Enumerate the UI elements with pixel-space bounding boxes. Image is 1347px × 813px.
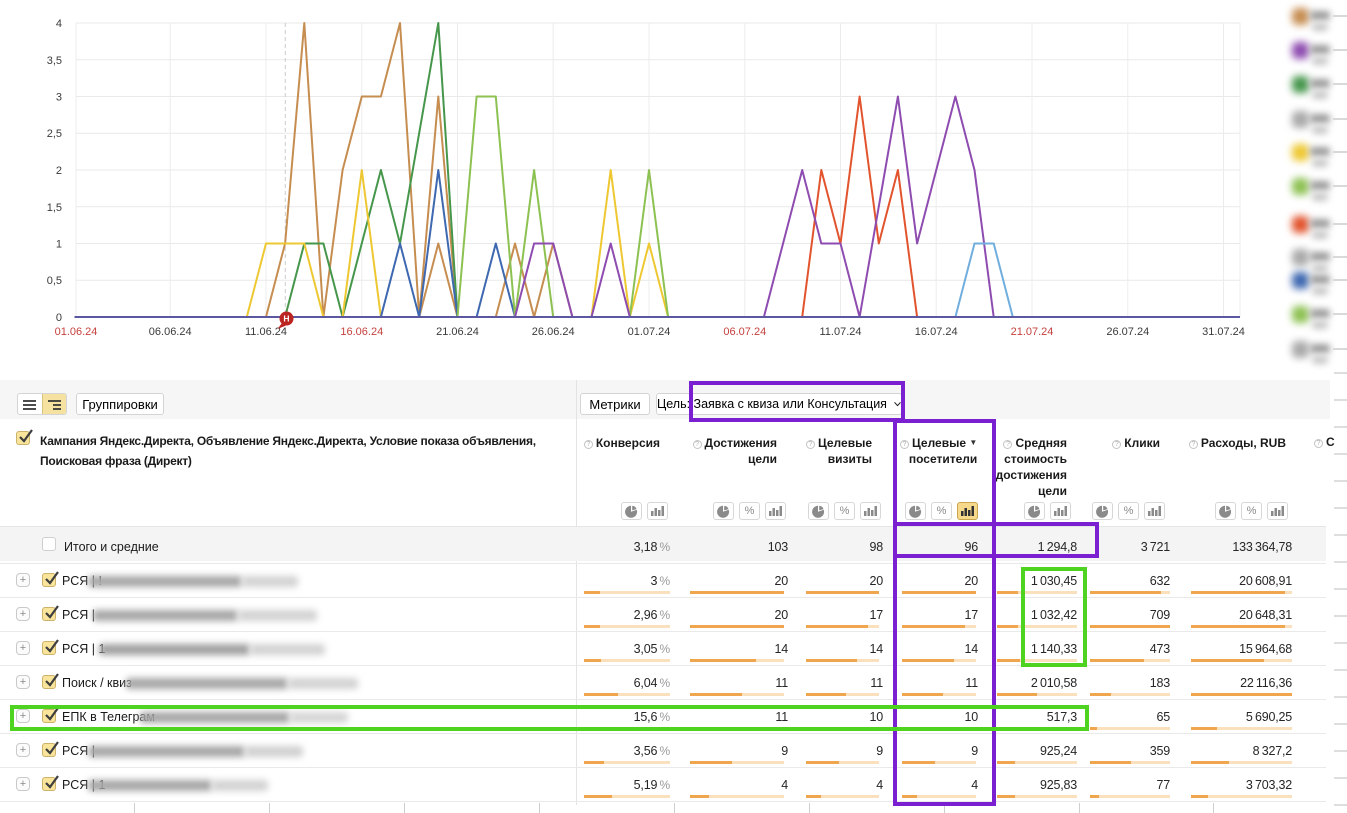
svg-text:31.07.24: 31.07.24 (1202, 326, 1245, 338)
svg-text:06.06.24: 06.06.24 (149, 326, 192, 338)
svg-text:26.07.24: 26.07.24 (1106, 326, 1149, 338)
svg-text:21.07.24: 21.07.24 (1011, 326, 1054, 338)
svg-text:11.06.24: 11.06.24 (245, 326, 287, 338)
svg-text:21.06.24: 21.06.24 (436, 326, 479, 338)
svg-text:2,5: 2,5 (47, 128, 62, 140)
svg-text:3: 3 (56, 92, 62, 104)
svg-text:0,5: 0,5 (47, 275, 62, 287)
svg-text:16.07.24: 16.07.24 (915, 326, 958, 338)
svg-text:26.06.24: 26.06.24 (532, 326, 575, 338)
svg-text:06.07.24: 06.07.24 (723, 326, 766, 338)
svg-text:3,5: 3,5 (47, 55, 62, 67)
svg-text:4: 4 (56, 18, 62, 30)
svg-text:0: 0 (56, 312, 62, 324)
svg-text:2: 2 (56, 165, 62, 177)
svg-text:16.06.24: 16.06.24 (340, 326, 383, 338)
svg-text:1,5: 1,5 (47, 202, 62, 214)
svg-text:01.06.24: 01.06.24 (55, 326, 98, 338)
svg-text:H: H (283, 314, 289, 324)
svg-text:1: 1 (56, 239, 62, 251)
svg-text:11.07.24: 11.07.24 (819, 326, 861, 338)
svg-text:01.07.24: 01.07.24 (628, 326, 671, 338)
